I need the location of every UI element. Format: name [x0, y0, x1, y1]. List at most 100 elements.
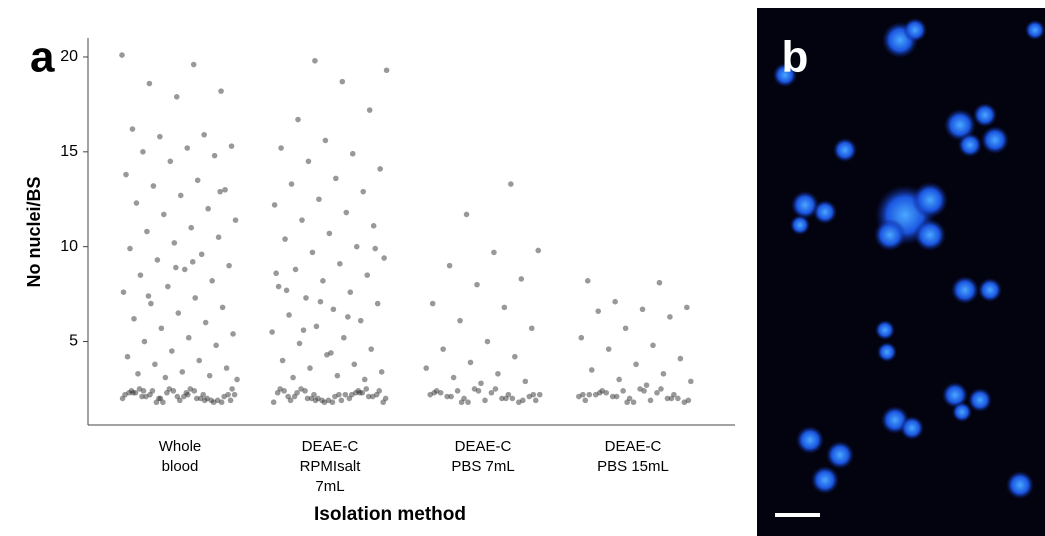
data-point: [179, 369, 186, 375]
data-point: [381, 255, 387, 261]
data-point: [342, 391, 349, 398]
data-point: [491, 249, 497, 256]
data-point: [488, 389, 495, 396]
data-point: [278, 145, 284, 151]
data-point: [532, 397, 539, 404]
data-point: [582, 397, 589, 404]
data-point: [329, 399, 336, 406]
data-point: [612, 298, 618, 305]
data-point: [326, 230, 333, 237]
data-point: [429, 300, 436, 307]
data-point: [503, 395, 509, 402]
data-point: [139, 393, 145, 400]
data-point: [530, 391, 537, 398]
data-point: [175, 310, 182, 316]
x-tick-label: blood: [162, 458, 199, 475]
data-point: [423, 365, 430, 371]
data-point: [229, 386, 235, 392]
data-point: [135, 370, 141, 377]
x-tick-label: Whole: [159, 438, 202, 455]
data-point: [174, 393, 181, 400]
data-point: [119, 52, 125, 58]
data-point: [484, 338, 491, 345]
data-point: [218, 88, 224, 94]
data-point: [440, 346, 446, 352]
data-point: [609, 393, 616, 400]
data-point: [380, 399, 386, 406]
data-point: [307, 365, 313, 371]
data-point: [482, 397, 488, 404]
data-point: [345, 314, 351, 320]
data-point: [368, 346, 375, 352]
data-point: [144, 228, 150, 235]
data-point: [339, 78, 346, 85]
data-point: [595, 308, 602, 314]
data-point: [234, 376, 240, 383]
data-point: [370, 223, 377, 229]
data-point: [185, 391, 191, 398]
data-point: [656, 279, 663, 286]
data-point: [222, 186, 228, 193]
data-point: [302, 388, 308, 394]
data-point: [357, 317, 364, 324]
data-point: [169, 348, 175, 354]
data-point: [148, 300, 154, 307]
data-point: [198, 251, 205, 258]
data-point: [654, 389, 660, 396]
data-point: [211, 152, 218, 159]
data-point: [191, 388, 198, 394]
data-point: [622, 325, 629, 332]
x-tick-label: PBS 15mL: [597, 458, 669, 475]
data-point: [170, 388, 177, 394]
data-point: [522, 378, 529, 385]
data-point: [458, 399, 465, 406]
data-point: [536, 391, 543, 398]
micrograph: [757, 8, 1045, 536]
data-point: [283, 287, 290, 294]
data-point: [188, 224, 195, 231]
data-point: [378, 369, 385, 375]
data-point: [357, 389, 363, 396]
data-point: [366, 107, 373, 113]
data-point: [290, 374, 296, 381]
data-point: [162, 374, 169, 381]
data-point: [208, 397, 214, 404]
data-point: [347, 289, 354, 296]
data-point: [330, 306, 337, 313]
x-tick-label: DEAE-C: [605, 438, 662, 455]
data-point: [616, 376, 622, 383]
data-point: [161, 211, 167, 218]
panel-label: a: [30, 33, 55, 82]
data-point: [219, 304, 226, 311]
x-tick-label: RPMIsalt: [300, 458, 362, 475]
data-point: [119, 395, 126, 402]
y-tick-label: 10: [60, 238, 78, 255]
data-point: [467, 359, 474, 366]
data-point: [317, 298, 324, 305]
data-point: [328, 350, 334, 356]
data-point: [520, 397, 526, 404]
data-point: [446, 262, 453, 269]
y-axis-label: No nuclei/BS: [24, 176, 44, 287]
data-point: [431, 389, 438, 396]
data-point: [320, 278, 326, 284]
data-point: [181, 266, 188, 273]
data-point: [271, 202, 278, 208]
data-point: [437, 389, 444, 396]
data-point: [157, 133, 163, 140]
data-point: [218, 399, 225, 406]
x-axis-label: Isolation method: [314, 504, 466, 525]
data-point: [145, 293, 152, 299]
data-point: [158, 325, 165, 332]
data-point: [157, 395, 164, 402]
data-point: [154, 257, 161, 263]
data-point: [685, 397, 692, 404]
data-point: [167, 158, 174, 165]
data-point: [129, 126, 136, 132]
data-point: [650, 342, 656, 349]
data-point: [206, 372, 213, 379]
data-point: [196, 357, 203, 364]
data-point: [675, 395, 681, 402]
data-point: [353, 389, 359, 396]
data-point: [374, 300, 381, 307]
